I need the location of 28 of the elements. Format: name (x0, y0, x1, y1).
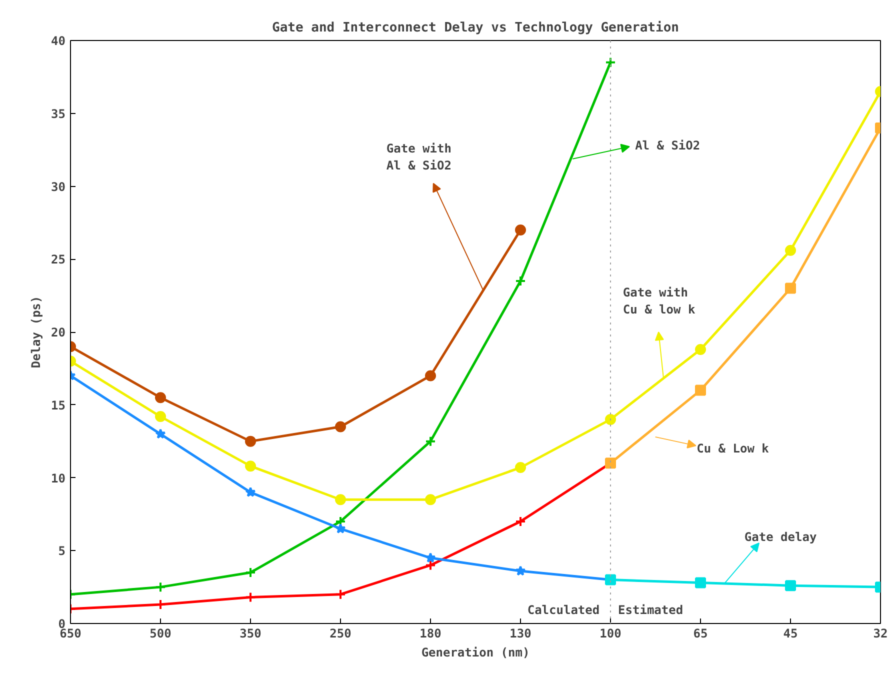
y-axis-title: Delay (ps) (29, 296, 44, 368)
annotation: Gate delay (744, 530, 817, 544)
x-tick-label: 32 (873, 626, 888, 640)
y-tick-label: 35 (51, 106, 66, 121)
annotation: Cu & Low k (696, 442, 770, 456)
x-tick-label: 650 (60, 626, 82, 640)
y-tick-label: 20 (51, 326, 66, 340)
annotation: Al & SiO2 (635, 138, 700, 152)
x-tick-label: 500 (150, 626, 172, 640)
annotation: Calculated (527, 603, 600, 618)
x-tick-label: 45 (783, 626, 798, 640)
x-tick-label: 100 (600, 626, 622, 640)
x-tick-label: 350 (240, 626, 262, 640)
y-tick-label: 30 (51, 180, 66, 194)
annotation: Estimated (618, 603, 684, 618)
x-axis-title: Generation (nm) (421, 646, 530, 660)
x-tick-label: 65 (693, 626, 708, 640)
annotation: Gate with Al & SiO2 (386, 142, 452, 172)
y-tick-label: 5 (58, 544, 66, 558)
y-tick-label: 15 (51, 398, 66, 412)
y-tick-label: 25 (51, 252, 66, 267)
x-tick-label: 250 (330, 626, 352, 640)
x-tick-label: 130 (510, 626, 532, 640)
annotation: Gate with Cu & low k (622, 286, 696, 316)
chart-title: Gate and Interconnect Delay vs Technology Generation (272, 20, 680, 36)
y-tick-label: 40 (51, 34, 66, 48)
x-tick-label: 180 (420, 626, 442, 640)
y-tick-label: 10 (51, 471, 66, 486)
